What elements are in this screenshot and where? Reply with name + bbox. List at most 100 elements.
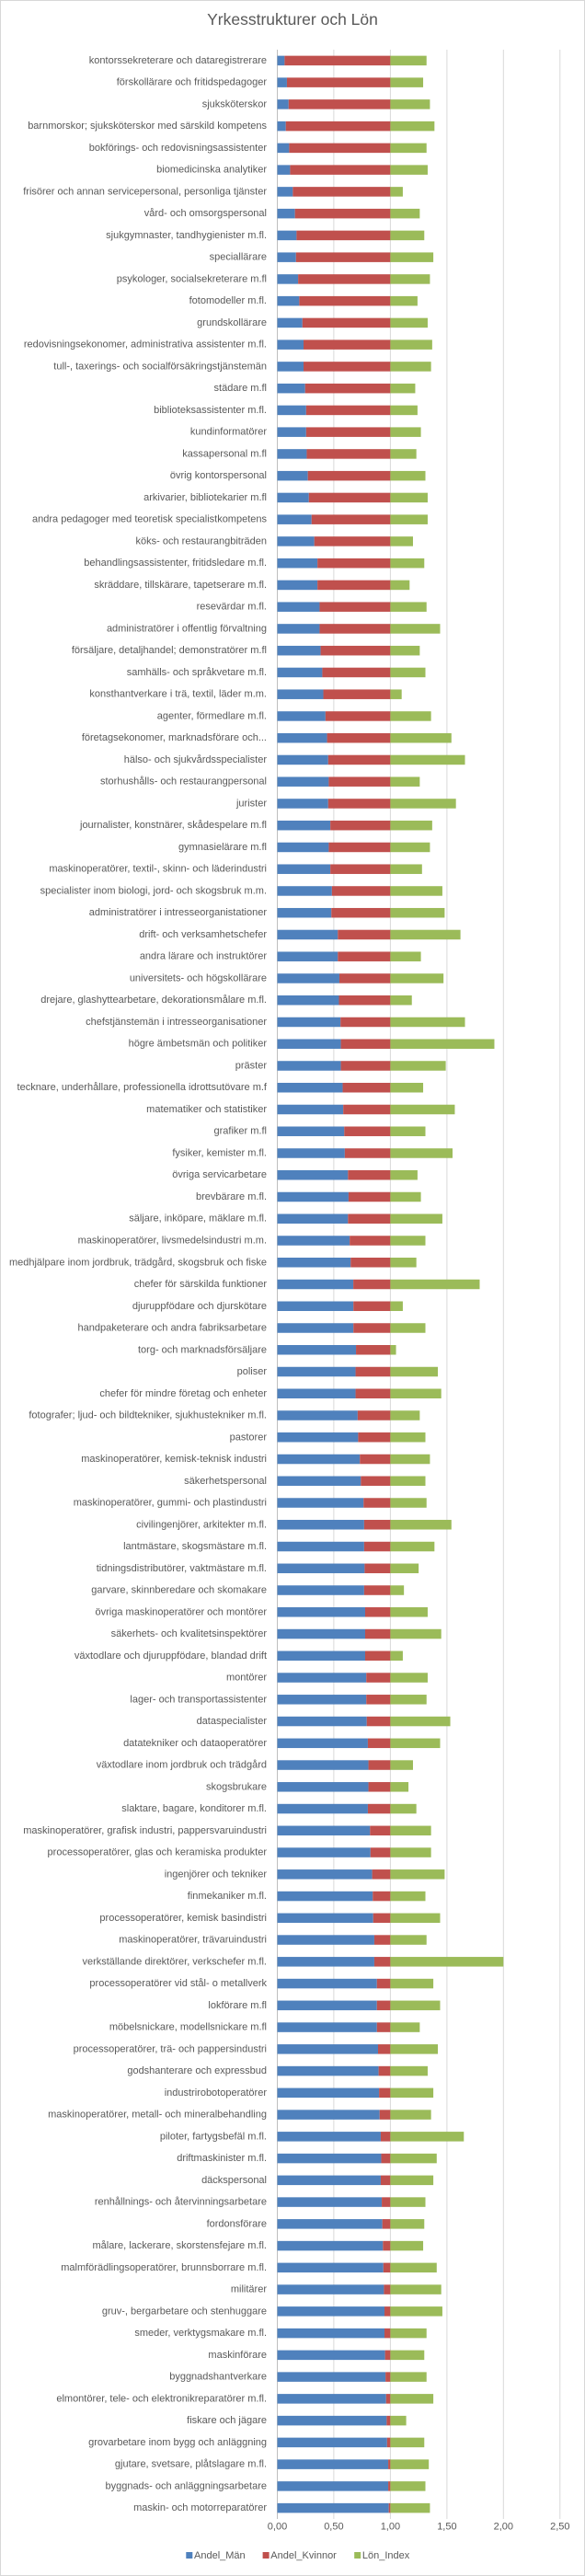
- svg-text:dataspecialister: dataspecialister: [197, 1716, 268, 1727]
- svg-text:0,50: 0,50: [324, 2522, 343, 2533]
- svg-text:speciallärare: speciallärare: [210, 252, 267, 263]
- svg-text:fotomodeller m.fl.: fotomodeller m.fl.: [189, 295, 267, 306]
- svg-text:1,50: 1,50: [437, 2522, 456, 2533]
- svg-text:universitets- och högskollärar: universitets- och högskollärare: [130, 972, 267, 983]
- svg-text:lantmästare, skogsmästare m.fl: lantmästare, skogsmästare m.fl.: [123, 1541, 267, 1552]
- svg-text:städare m.fl: städare m.fl: [214, 383, 267, 394]
- svg-text:samhälls- och språkvetare m.fl: samhälls- och språkvetare m.fl.: [127, 667, 267, 678]
- svg-text:chefer för mindre företag och: chefer för mindre företag och enheter: [99, 1388, 267, 1399]
- svg-text:Lön_Index: Lön_Index: [362, 2550, 410, 2561]
- svg-text:sjuksköterskor: sjuksköterskor: [202, 98, 268, 109]
- svg-text:militärer: militärer: [231, 2284, 267, 2295]
- svg-text:redovisningsekonomer, administ: redovisningsekonomer, administrativa ass…: [24, 339, 267, 351]
- svg-text:djuruppfödare och djurskötare: djuruppfödare och djurskötare: [132, 1301, 267, 1312]
- svg-text:processoperatörer vid stål- o: processoperatörer vid stål- o metallverk: [89, 1978, 267, 1989]
- svg-text:grovarbetare inom bygg och anl: grovarbetare inom bygg och anläggning: [88, 2437, 267, 2448]
- svg-text:administratörer i offentlig fö: administratörer i offentlig förvaltning: [107, 623, 267, 634]
- svg-text:behandlingsassistenter, fritid: behandlingsassistenter, fritidsledare m.…: [84, 558, 267, 569]
- svg-text:jurister: jurister: [235, 798, 267, 809]
- svg-text:2,50: 2,50: [550, 2522, 569, 2533]
- svg-text:skogsbrukare: skogsbrukare: [206, 1781, 267, 1792]
- svg-text:processoperatörer, kemisk basi: processoperatörer, kemisk basindistri: [99, 1913, 267, 1924]
- svg-text:storhushålls- och restaurangpe: storhushålls- och restaurangpersonal: [100, 776, 267, 788]
- svg-text:processoperatörer, trä- och pa: processoperatörer, trä- och pappersindus…: [74, 2043, 267, 2054]
- svg-text:piloter, fartygsbefäl m.fl.: piloter, fartygsbefäl m.fl.: [160, 2131, 267, 2142]
- svg-text:sjukgymnaster, tandhygienister: sjukgymnaster, tandhygienister m.fl.: [106, 230, 267, 241]
- svg-text:säkerhetspersonal: säkerhetspersonal: [184, 1476, 267, 1487]
- svg-text:finmekaniker m.fl.: finmekaniker m.fl.: [188, 1891, 267, 1902]
- svg-text:processoperatörer, glas och ke: processoperatörer, glas och keramiska pr…: [48, 1847, 268, 1858]
- svg-text:torg- och marknadsförsäljare: torg- och marknadsförsäljare: [138, 1344, 267, 1355]
- svg-text:2,00: 2,00: [494, 2522, 513, 2533]
- svg-text:ingenjörer och tekniker: ingenjörer och tekniker: [165, 1869, 268, 1880]
- svg-text:drejare, glashyttearbetare, de: drejare, glashyttearbetare, dekorationsm…: [40, 995, 267, 1006]
- svg-text:säkerhets- och kvalitetsinspek: säkerhets- och kvalitetsinspektörer: [111, 1628, 268, 1639]
- svg-text:fiskare och jägare: fiskare och jägare: [187, 2415, 267, 2426]
- svg-text:tull-, taxerings- och socialfö: tull-, taxerings- och socialförsäkringst…: [53, 361, 267, 372]
- svg-text:kundinformatörer: kundinformatörer: [190, 427, 267, 438]
- svg-text:biomedicinska analytiker: biomedicinska analytiker: [156, 165, 267, 176]
- svg-text:maskinoperatörer, metall- och: maskinoperatörer, metall- och mineralbeh…: [48, 2110, 267, 2121]
- svg-text:säljare, inköpare, mäklare m.f: säljare, inköpare, mäklare m.fl.: [129, 1213, 267, 1225]
- svg-text:smeder, verktygsmakare m.fl.: smeder, verktygsmakare m.fl.: [134, 2328, 267, 2339]
- svg-text:växtodlare inom jordbruk och t: växtodlare inom jordbruk och trädgård: [97, 1760, 267, 1771]
- svg-text:däckspersonal: däckspersonal: [201, 2175, 267, 2186]
- svg-text:psykologer, socialsekreterare: psykologer, socialsekreterare m.fl: [117, 273, 267, 284]
- svg-text:högre ämbetsmän och politiker: högre ämbetsmän och politiker: [129, 1039, 268, 1050]
- svg-text:maskinförare: maskinförare: [208, 2350, 267, 2361]
- svg-text:köks- och restaurangbiträden: köks- och restaurangbiträden: [136, 535, 267, 546]
- svg-text:övrig kontorspersonal: övrig kontorspersonal: [170, 470, 267, 481]
- svg-text:industrirobotoperatörer: industrirobotoperatörer: [165, 2087, 268, 2099]
- svg-text:Andel_Män: Andel_Män: [194, 2550, 246, 2561]
- svg-text:0,00: 0,00: [268, 2522, 287, 2533]
- svg-text:driftmaskinister m.fl.: driftmaskinister m.fl.: [177, 2153, 267, 2164]
- svg-text:tecknare, underhållare, profes: tecknare, underhållare, professionella i…: [17, 1082, 268, 1093]
- svg-text:hälso- och sjukvårdsspecialist: hälso- och sjukvårdsspecialister: [124, 754, 268, 765]
- svg-text:maskinoperatörer, textil-, ski: maskinoperatörer, textil-, skinn- och lä…: [49, 864, 267, 875]
- svg-text:matematiker och statistiker: matematiker och statistiker: [146, 1104, 267, 1115]
- svg-text:målare, lackerare, skorstensfe: målare, lackerare, skorstensfejare m.fl.: [92, 2240, 267, 2251]
- svg-text:andra pedagoger med teoretisk: andra pedagoger med teoretisk specialist…: [32, 514, 267, 525]
- svg-text:växtodlare och djuruppfödare,: växtodlare och djuruppfödare, blandad dr…: [75, 1650, 267, 1662]
- svg-text:1,00: 1,00: [381, 2522, 400, 2533]
- svg-text:grafiker m.fl: grafiker m.fl: [214, 1126, 267, 1137]
- svg-text:barnmorskor; sjuksköterskor me: barnmorskor; sjuksköterskor med särskild…: [28, 121, 267, 132]
- svg-text:fysiker, kemister m.fl.: fysiker, kemister m.fl.: [172, 1147, 267, 1158]
- svg-text:grundskollärare: grundskollärare: [197, 317, 267, 328]
- svg-text:resevärdar m.fl.: resevärdar m.fl.: [197, 602, 267, 613]
- svg-text:brevbärare m.fl.: brevbärare m.fl.: [196, 1191, 267, 1202]
- svg-text:chefstjänstemän i intresseorga: chefstjänstemän i intresseorganisationer: [86, 1017, 267, 1028]
- svg-text:försäljare, detaljhandel; demo: försäljare, detaljhandel; demonstratörer…: [72, 645, 267, 656]
- svg-text:biblioteksassistenter m.fl.: biblioteksassistenter m.fl.: [154, 405, 267, 416]
- svg-text:pastorer: pastorer: [230, 1432, 268, 1443]
- svg-text:montörer: montörer: [226, 1673, 267, 1684]
- svg-text:möbelsnickare, modellsnickare: möbelsnickare, modellsnickare m.fl: [109, 2022, 267, 2033]
- svg-text:kontorssekreterare och datareg: kontorssekreterare och dataregistrerare: [89, 55, 267, 66]
- svg-text:konsthantverkare i trä, textil: konsthantverkare i trä, textil, läder m.…: [89, 689, 267, 700]
- svg-text:vård- och omsorgspersonal: vård- och omsorgspersonal: [144, 208, 267, 219]
- svg-text:maskinoperatörer, grafisk indu: maskinoperatörer, grafisk industri, papp…: [23, 1825, 267, 1836]
- svg-text:godshanterare och expressbud: godshanterare och expressbud: [127, 2065, 267, 2076]
- svg-text:slaktare, bagare, konditorer m: slaktare, bagare, konditorer m.fl.: [121, 1803, 267, 1814]
- svg-text:medhjälpare inom jordbruk, trä: medhjälpare inom jordbruk, trädgård, sko…: [9, 1257, 267, 1268]
- svg-text:maskin- och motorreparatörer: maskin- och motorreparatörer: [133, 2502, 267, 2513]
- svg-text:maskinoperatörer, kemisk-tekni: maskinoperatörer, kemisk-teknisk industr…: [81, 1454, 267, 1465]
- svg-text:handpaketerare och andra fabri: handpaketerare och andra fabriksarbetare: [78, 1323, 267, 1334]
- svg-text:elmontörer, tele- och elektron: elmontörer, tele- och elektronikreparatö…: [56, 2393, 267, 2404]
- svg-text:förskollärare och fritidspedag: förskollärare och fritidspedagoger: [117, 77, 268, 88]
- svg-text:renhållnings- och återvinnings: renhållnings- och återvinningsarbetare: [95, 2197, 267, 2208]
- svg-text:övriga servicarbetare: övriga servicarbetare: [172, 1169, 267, 1180]
- svg-text:gruv-, bergarbetare och stenhu: gruv-, bergarbetare och stenhuggare: [102, 2306, 267, 2317]
- svg-text:andra lärare och instruktörer: andra lärare och instruktörer: [140, 951, 268, 962]
- svg-text:övriga maskinoperatörer och mo: övriga maskinoperatörer och montörer: [96, 1606, 268, 1617]
- svg-text:frisörer och annan servicepers: frisörer och annan servicepersonal, pers…: [23, 186, 267, 197]
- svg-text:gjutare, svetsare, plåtslagare: gjutare, svetsare, plåtslagare m.fl.: [115, 2459, 267, 2470]
- svg-text:malmförädlingsoperatörer, brun: malmförädlingsoperatörer, brunnsborrare …: [61, 2262, 267, 2273]
- svg-text:civilingenjörer, arkitekter m.: civilingenjörer, arkitekter m.fl.: [136, 1519, 267, 1530]
- svg-text:datatekniker och dataoperatöre: datatekniker och dataoperatörer: [123, 1738, 267, 1749]
- svg-text:maskinoperatörer, livsmedelsin: maskinoperatörer, livsmedelsindustri m.m…: [78, 1236, 267, 1247]
- svg-text:präster: präster: [235, 1060, 268, 1071]
- svg-text:verkställande direktörer, verk: verkställande direktörer, verkschefer m.…: [82, 1956, 267, 1967]
- svg-text:byggnads- och anläggningsarbet: byggnads- och anläggningsarbetare: [105, 2480, 267, 2491]
- svg-text:gymnasielärare m.fl: gymnasielärare m.fl: [178, 842, 267, 853]
